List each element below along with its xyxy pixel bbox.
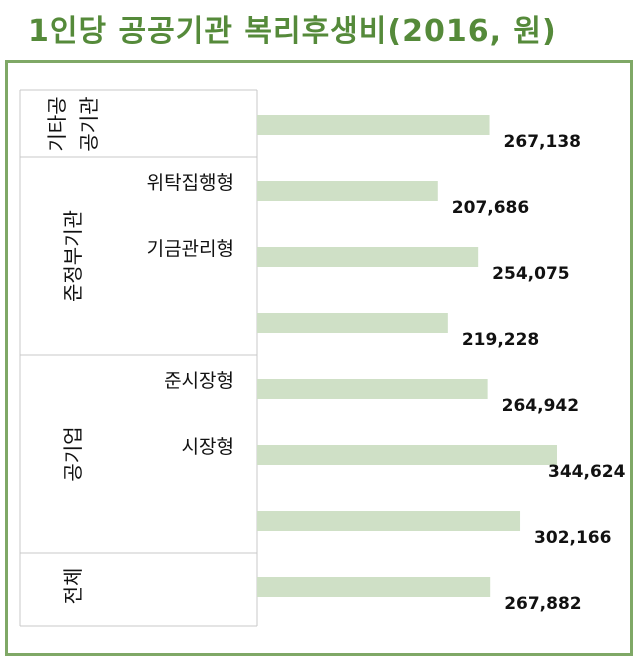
data-label: 267,138 [504,132,581,152]
bar [257,379,488,399]
chart-frame [5,60,633,656]
group-label: 공기업 [61,426,85,481]
category-label: 기금관리형 [147,238,234,260]
bar [257,181,438,201]
data-label: 264,942 [502,396,579,416]
data-label: 207,686 [452,198,529,218]
bar [257,313,448,333]
group-label: 준정부기관 [61,210,85,302]
bar [257,511,521,531]
data-label: 254,075 [492,264,569,284]
category-label: 시장형 [182,436,234,458]
group-label: 전체 [61,568,85,605]
bar [257,115,490,135]
group-label: 기타공 [45,96,69,151]
data-label: 219,228 [462,330,539,350]
bar [257,445,557,465]
bar [257,247,479,267]
chart-title: 1인당 공공기관 복리후생비(2016, 원) [28,14,557,49]
data-label: 267,882 [504,594,581,614]
category-label: 위탁집행형 [147,172,234,194]
category-label: 준시장형 [164,370,234,392]
data-label: 302,166 [534,528,611,548]
group-label: 공기관 [77,96,101,151]
data-label: 344,624 [548,462,626,482]
bar [257,577,491,597]
